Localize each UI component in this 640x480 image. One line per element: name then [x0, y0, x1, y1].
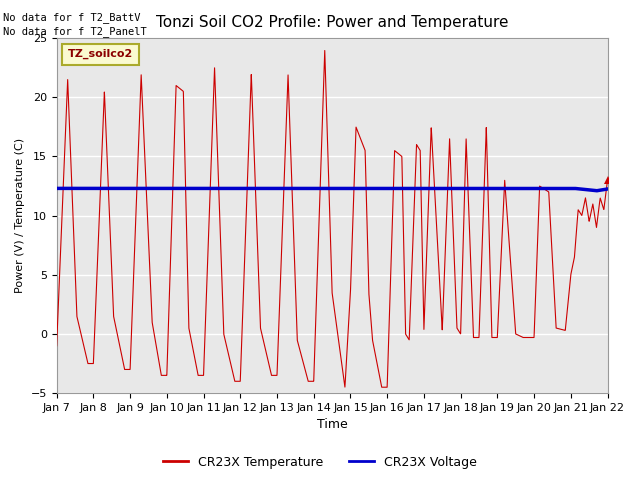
Text: No data for f T2_PanelT: No data for f T2_PanelT	[3, 26, 147, 37]
Text: No data for f T2_BattV: No data for f T2_BattV	[3, 12, 141, 23]
X-axis label: Time: Time	[317, 419, 348, 432]
Y-axis label: Power (V) / Temperature (C): Power (V) / Temperature (C)	[15, 138, 25, 293]
Legend: CR23X Temperature, CR23X Voltage: CR23X Temperature, CR23X Voltage	[159, 451, 481, 474]
Title: Tonzi Soil CO2 Profile: Power and Temperature: Tonzi Soil CO2 Profile: Power and Temper…	[156, 15, 508, 30]
Legend: TZ_soilco2: TZ_soilco2	[62, 44, 139, 65]
